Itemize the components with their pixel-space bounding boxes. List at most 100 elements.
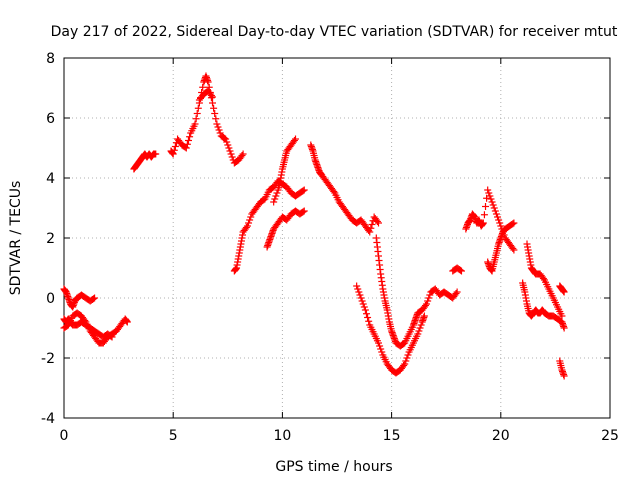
- data-point: [192, 115, 200, 123]
- data-point: [213, 120, 221, 128]
- data-point: [225, 144, 233, 152]
- y-tick-label: 8: [46, 51, 55, 67]
- data-point: [453, 288, 461, 296]
- data-point: [246, 216, 254, 224]
- data-point: [416, 324, 424, 332]
- data-point: [361, 306, 369, 314]
- data-point: [404, 351, 412, 359]
- data-point: [270, 198, 278, 206]
- data-point: [194, 104, 202, 112]
- x-tick-label: 25: [601, 428, 619, 444]
- y-tick-label: -4: [41, 411, 55, 427]
- data-point: [509, 245, 517, 252]
- data-point: [365, 317, 373, 325]
- data-point: [479, 219, 487, 227]
- data-point: [242, 224, 250, 231]
- data-point: [378, 348, 386, 356]
- data-point: [423, 300, 431, 308]
- data-point: [209, 93, 217, 101]
- data-point: [272, 192, 280, 200]
- data-point: [228, 153, 236, 161]
- data-point: [420, 312, 428, 320]
- data-point: [183, 140, 191, 148]
- data-point: [359, 300, 367, 308]
- data-point: [421, 302, 429, 309]
- data-point: [215, 126, 223, 134]
- data-point: [355, 288, 363, 296]
- data-point: [560, 288, 568, 296]
- data-point: [510, 219, 518, 227]
- data-point: [358, 297, 366, 305]
- data-point: [374, 339, 382, 347]
- data-point: [214, 123, 222, 131]
- data-point: [425, 294, 433, 302]
- y-tick-label: 0: [46, 291, 55, 307]
- x-tick-label: 5: [169, 428, 178, 444]
- y-axis-label: SDTVAR / TECUs: [8, 181, 24, 296]
- y-tick-label: 6: [46, 111, 55, 127]
- data-point: [539, 275, 547, 282]
- data-point: [414, 330, 422, 338]
- data-point: [558, 312, 566, 320]
- data-point: [497, 222, 505, 230]
- data-point: [487, 195, 495, 203]
- grid-lines: [64, 58, 610, 418]
- data-point: [367, 224, 375, 232]
- data-point: [560, 372, 568, 380]
- data-point: [91, 294, 99, 302]
- data-point: [491, 207, 499, 215]
- data-point: [224, 141, 232, 149]
- data-point: [354, 285, 362, 293]
- data-point: [424, 297, 432, 305]
- data-point: [171, 143, 179, 150]
- x-tick-label: 20: [492, 428, 510, 444]
- data-point: [299, 187, 307, 195]
- data-point: [374, 219, 382, 227]
- data-point: [452, 290, 460, 297]
- data-point: [330, 188, 338, 195]
- data-point: [509, 220, 517, 228]
- data-point: [376, 342, 384, 350]
- data-point: [245, 219, 253, 227]
- data-point: [191, 120, 199, 128]
- data-point: [222, 135, 230, 143]
- data-point: [238, 152, 246, 159]
- data-point: [353, 282, 361, 290]
- data-point: [223, 138, 231, 146]
- data-point: [495, 216, 503, 224]
- data-point: [170, 146, 178, 154]
- x-tick-label: 0: [60, 428, 69, 444]
- data-point: [169, 150, 177, 158]
- data-point: [357, 294, 365, 302]
- data-point: [402, 357, 410, 365]
- data-point: [207, 92, 215, 99]
- data-point: [292, 135, 300, 143]
- data-point: [492, 210, 500, 218]
- data-point: [210, 104, 218, 112]
- data-point: [490, 204, 498, 212]
- data-point: [204, 78, 212, 86]
- data-point: [368, 221, 376, 228]
- data-point: [182, 144, 190, 152]
- data-point: [184, 137, 192, 144]
- data-point: [401, 360, 409, 368]
- data-point: [152, 150, 160, 158]
- data-point: [247, 213, 255, 221]
- data-point: [510, 246, 518, 254]
- data-point: [484, 186, 492, 194]
- x-tick-label: 15: [383, 428, 401, 444]
- axis-ticks: 0 5 10 15 20 25 -4 -2 0 2 4 6 8: [41, 51, 619, 444]
- data-point: [377, 345, 385, 353]
- chart-title: Day 217 of 2022, Sidereal Day-to-day VTE…: [51, 24, 618, 40]
- data-point: [362, 310, 370, 318]
- data-point: [496, 219, 504, 227]
- data-point: [489, 201, 497, 209]
- data-point: [221, 134, 229, 142]
- data-point: [271, 195, 279, 203]
- data-point: [356, 291, 364, 299]
- data-point: [417, 321, 425, 329]
- data-point: [81, 317, 89, 324]
- data-point: [226, 147, 234, 155]
- data-point: [300, 207, 308, 215]
- y-tick-label: 4: [46, 171, 55, 187]
